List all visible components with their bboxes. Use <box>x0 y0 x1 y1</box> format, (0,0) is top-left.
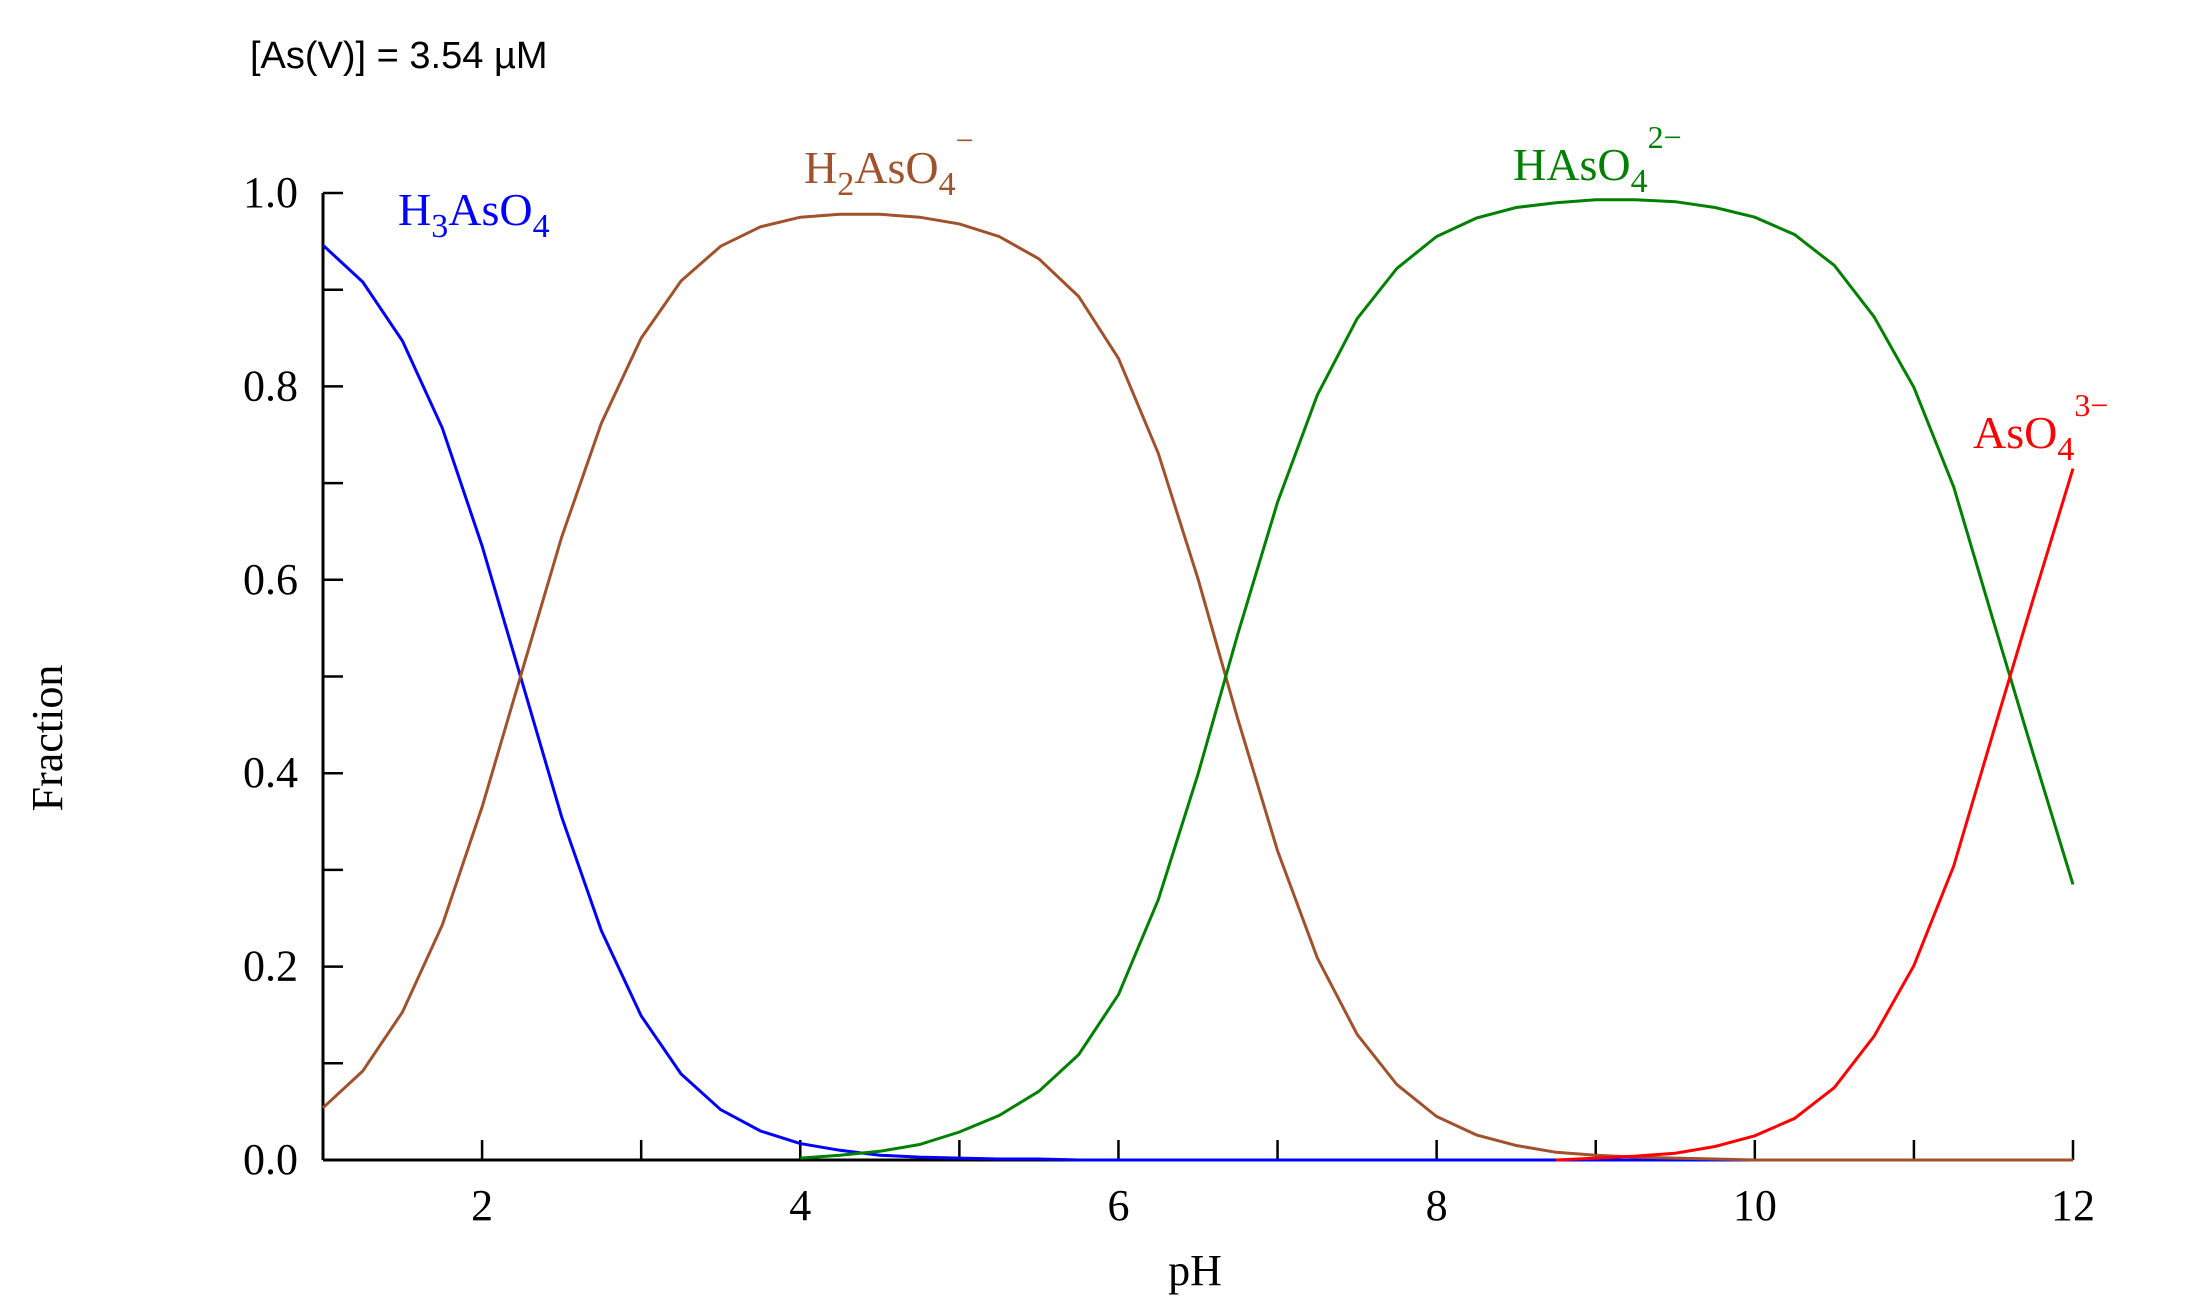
x-tick-label: 8 <box>1426 1181 1448 1230</box>
series-label-part: 4 <box>2057 431 2074 468</box>
series-label-part: H <box>398 184 431 235</box>
x-tick-label: 12 <box>2051 1181 2095 1230</box>
series-label-part: 2 <box>837 166 854 203</box>
y-tick-label: 1.0 <box>243 168 298 217</box>
series-label-part: AsO <box>854 142 938 193</box>
series-label-part: 3− <box>2074 387 2108 423</box>
series-label-h2aso4-: H2AsO4− <box>804 122 974 203</box>
series-label-part: H <box>1513 139 1546 190</box>
series-label-aso43-: AsO43− <box>1973 387 2108 468</box>
x-tick-label: 2 <box>471 1181 493 1230</box>
series-label-part: AsO <box>1973 407 2057 458</box>
x-tick-label: 6 <box>1107 1181 1129 1230</box>
series-label-part: 4 <box>1631 163 1648 200</box>
series-label-h3aso4: H3AsO4 <box>398 184 550 245</box>
series-label-part: AsO <box>448 184 532 235</box>
series-label-part: AsO <box>1546 139 1630 190</box>
series-line-aso43- <box>1555 468 2075 1162</box>
series-line-h3aso4 <box>321 244 2073 1162</box>
series-label-part: 2− <box>1648 119 1682 155</box>
series-label-part: 4 <box>939 166 956 203</box>
concentration-annotation: [As(V)] = 3.54 µM <box>250 35 548 77</box>
y-tick-label: 0.0 <box>243 1135 298 1184</box>
series-label-part: 4 <box>533 208 550 245</box>
series-lines <box>321 198 2075 1162</box>
y-tick-label: 0.6 <box>243 555 298 604</box>
y-axis-label: Fraction <box>23 665 72 812</box>
series-label-haso42-: HAsO42− <box>1513 119 1682 200</box>
series-line-haso42- <box>800 198 2075 1160</box>
y-tick-label: 0.8 <box>243 361 298 410</box>
series-label-part: H <box>804 142 837 193</box>
x-axis-label: pH <box>1168 1246 1222 1295</box>
series-line-h2aso4- <box>321 212 2073 1162</box>
series-label-part: − <box>956 122 974 158</box>
y-tick-label: 0.4 <box>243 748 298 797</box>
x-tick-label: 4 <box>789 1181 811 1230</box>
axes: 0.0 0.2 0.4 0.6 0.8 1.0 2 4 6 8 10 12 <box>243 168 2095 1230</box>
x-tick-label: 10 <box>1733 1181 1777 1230</box>
series-label-part: 3 <box>431 208 448 245</box>
y-tick-label: 0.2 <box>243 942 298 991</box>
